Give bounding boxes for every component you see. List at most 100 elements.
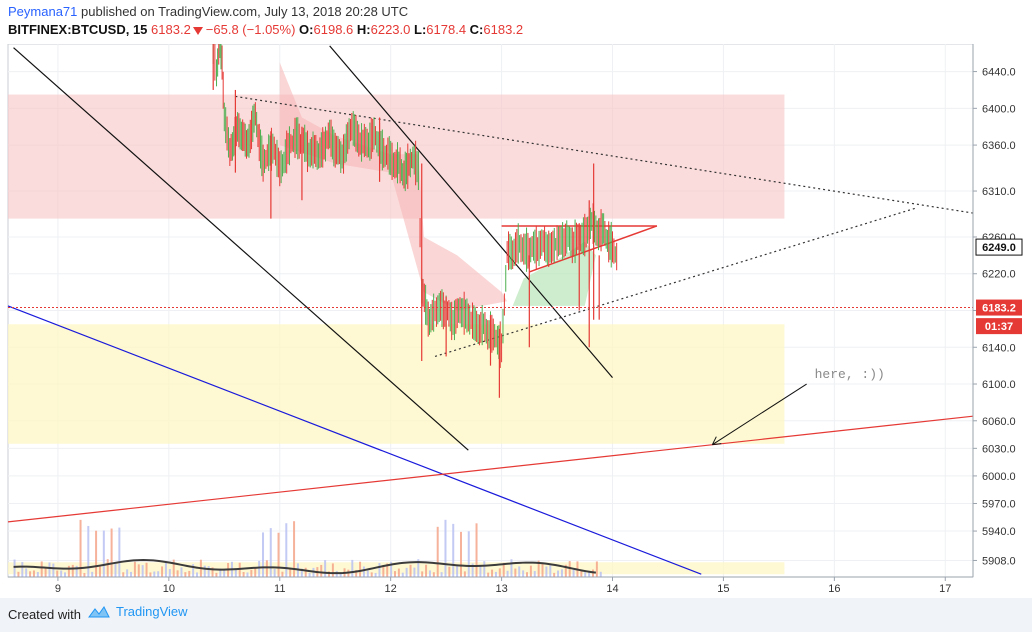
volume-bar	[386, 563, 389, 577]
y-tick-label: 6140.0	[982, 342, 1016, 354]
volume-bar	[36, 572, 39, 577]
volume-bar	[459, 531, 462, 577]
volume-bar	[413, 567, 416, 577]
volume-bar	[553, 572, 556, 577]
x-tick-label: 15	[717, 583, 729, 595]
y-tick-label: 6100.0	[982, 379, 1016, 391]
volume-bar	[285, 523, 288, 577]
volume-bar	[378, 562, 381, 577]
footer-bar: Created with TradingView	[0, 598, 1032, 632]
volume-bar	[95, 530, 98, 577]
y-tick-label: 6360.0	[982, 140, 1016, 152]
volume-bar	[258, 560, 261, 577]
volume-bar	[588, 570, 591, 577]
volume-bar	[405, 567, 408, 577]
high-value: 6223.0	[370, 22, 411, 37]
zone-rect	[8, 562, 785, 575]
volume-bar	[102, 530, 105, 577]
volume-bar	[153, 571, 156, 577]
volume-bar	[572, 569, 575, 577]
volume-bar	[324, 560, 327, 577]
price-change: −65.8 (−1.05%)	[205, 22, 296, 37]
tradingview-logo-icon	[88, 605, 110, 617]
volume-bar	[25, 568, 28, 577]
volume-bar	[525, 572, 528, 577]
volume-bar	[506, 570, 509, 577]
volume-bar	[463, 571, 466, 577]
volume-bar	[168, 568, 171, 577]
volume-bar	[91, 571, 94, 577]
volume-bar	[126, 569, 129, 577]
volume-bar	[432, 572, 435, 577]
tradingview-link[interactable]: TradingView	[88, 604, 188, 619]
volume-bar	[114, 563, 117, 577]
y-tick-label: 6220.0	[982, 269, 1016, 281]
volume-bar	[595, 561, 598, 577]
volume-bar	[564, 564, 567, 577]
volume-bar	[161, 566, 164, 577]
x-tick-label: 10	[163, 583, 175, 595]
price-label-box	[976, 299, 1022, 316]
volume-bar	[157, 571, 160, 577]
volume-bar	[242, 572, 245, 577]
volume-average-line	[13, 559, 596, 575]
x-tick-label: 9	[55, 583, 61, 595]
volume-bar	[448, 566, 451, 577]
volume-bar	[223, 569, 226, 577]
volume-bar	[75, 565, 78, 577]
volume-bar	[273, 568, 276, 577]
volume-bar	[580, 570, 583, 577]
volume-bar	[308, 572, 311, 577]
volume-bar	[549, 565, 552, 577]
last-price: 6183.2	[151, 22, 191, 37]
volume-bar	[211, 567, 214, 577]
x-tick-label: 14	[606, 583, 618, 595]
published-text: published on TradingView.com, July 13, 2…	[77, 4, 409, 19]
volume-bar	[545, 566, 548, 577]
volume-bar	[417, 559, 420, 577]
volume-bar	[374, 572, 377, 577]
volume-bar	[366, 570, 369, 577]
volume-bar	[281, 571, 284, 577]
author-link[interactable]: Peymana71	[8, 4, 78, 19]
volume-bar	[390, 561, 393, 577]
volume-bar	[428, 570, 431, 577]
volume-bar	[510, 559, 513, 577]
close-label: C:	[469, 22, 484, 37]
volume-bar	[568, 561, 571, 577]
volume-bar	[234, 568, 237, 577]
volume-bar	[355, 570, 358, 577]
volume-bar	[122, 572, 125, 577]
volume-bar	[471, 563, 474, 577]
volume-bar	[491, 569, 494, 577]
volume-bar	[514, 568, 517, 577]
volume-bar	[40, 561, 43, 577]
volume-bar	[79, 519, 82, 577]
y-tick-label: 5908.0	[982, 555, 1016, 567]
volume-bar	[172, 559, 175, 577]
volume-bar	[254, 567, 257, 577]
cloud-red	[279, 62, 508, 311]
volume-bar	[98, 565, 101, 577]
x-tick-label: 17	[939, 583, 951, 595]
chart-header: Peymana71 published on TradingView.com, …	[0, 0, 1032, 44]
y-tick-label: 6400.0	[982, 103, 1016, 115]
volume-bar	[467, 531, 470, 577]
x-tick-label: 13	[495, 583, 507, 595]
trend-line-red	[7, 415, 974, 523]
trend-line-dotted	[434, 207, 918, 358]
annotation-arrow	[712, 383, 807, 446]
tradingview-brand-label: TradingView	[116, 604, 188, 619]
volume-bar	[64, 572, 67, 577]
publish-line: Peymana71 published on TradingView.com, …	[8, 4, 408, 19]
volume-bar	[145, 562, 148, 577]
volume-bar	[522, 570, 525, 577]
volume-bar	[13, 559, 16, 577]
volume-bar	[359, 561, 362, 577]
y-tick-label: 6000.0	[982, 471, 1016, 483]
price-chart[interactable]: here, :)) 5908.0 5940.0 5970.0 6000.0 6030.0 6…	[0, 44, 1032, 598]
volume-bar	[219, 568, 222, 577]
open-value: 6198.6	[313, 22, 354, 37]
trend-line-black	[13, 47, 469, 451]
created-with-label: Created with	[8, 607, 81, 622]
